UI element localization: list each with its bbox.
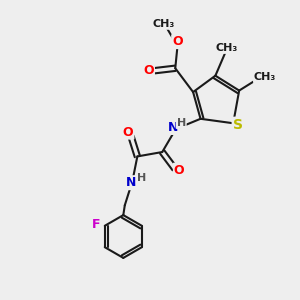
Text: CH₃: CH₃ xyxy=(152,19,174,29)
Text: H: H xyxy=(137,173,146,183)
Text: O: O xyxy=(174,164,184,177)
Text: S: S xyxy=(233,118,243,132)
Text: O: O xyxy=(143,64,154,77)
Text: F: F xyxy=(92,218,101,231)
Text: H: H xyxy=(176,118,186,128)
Text: O: O xyxy=(172,35,183,48)
Text: N: N xyxy=(126,176,136,189)
Text: CH₃: CH₃ xyxy=(216,43,238,53)
Text: N: N xyxy=(168,121,178,134)
Text: CH₃: CH₃ xyxy=(254,72,276,82)
Text: O: O xyxy=(123,126,134,139)
